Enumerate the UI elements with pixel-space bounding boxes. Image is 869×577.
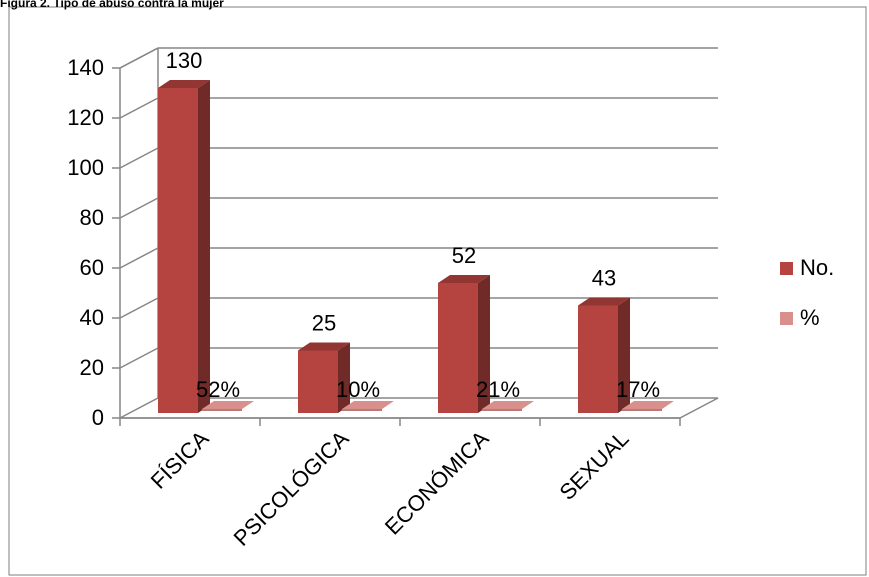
- gridline-side: [119, 197, 159, 219]
- data-label-no: 130: [166, 48, 203, 73]
- data-label-no: 25: [312, 311, 336, 336]
- legend-label: No.: [800, 255, 834, 280]
- y-tick-label: 100: [67, 155, 104, 180]
- bar-top: [438, 275, 490, 283]
- bar-pct-top: [622, 401, 674, 409]
- bar-pct: [482, 409, 522, 411]
- data-label-no: 43: [592, 266, 616, 291]
- y-tick-label: 0: [92, 405, 104, 430]
- bar-side: [338, 342, 350, 413]
- data-label-pct: 10%: [336, 377, 380, 402]
- gridline-side: [119, 247, 159, 269]
- bar-top: [158, 80, 210, 88]
- bar-side: [198, 80, 210, 413]
- bar-top: [298, 342, 350, 351]
- gridline-side: [119, 147, 159, 169]
- y-tick-label: 120: [67, 105, 104, 130]
- y-axis-top-edge: [119, 47, 159, 69]
- bar-pct-top: [482, 401, 534, 409]
- bar-no: [298, 350, 338, 413]
- data-label-no: 52: [452, 243, 476, 268]
- bar-side: [478, 275, 490, 413]
- bar-no: [438, 283, 478, 413]
- bar-pct: [342, 409, 382, 411]
- figure-caption: Figura 2. Tipo de abuso contra la mujer: [0, 0, 224, 10]
- y-tick-label: 80: [80, 205, 104, 230]
- bar-pct-top: [342, 401, 394, 409]
- y-tick-label: 20: [80, 355, 104, 380]
- gridline-side: [119, 97, 159, 119]
- y-tick-label: 40: [80, 305, 104, 330]
- legend: No.%: [780, 255, 834, 330]
- y-tick-label: 60: [80, 255, 104, 280]
- bar-no: [578, 305, 618, 413]
- bar-top: [578, 297, 630, 306]
- gridline-side: [119, 347, 159, 369]
- bar-no: [158, 88, 198, 413]
- bar-side: [618, 297, 630, 413]
- bar-pct: [622, 409, 662, 411]
- legend-swatch: [780, 312, 793, 325]
- y-tick-label: 140: [67, 55, 104, 80]
- legend-swatch: [780, 262, 793, 275]
- data-label-pct: 21%: [476, 377, 520, 402]
- legend-label: %: [800, 305, 820, 330]
- bars: [158, 80, 674, 413]
- data-label-pct: 17%: [616, 377, 660, 402]
- gridline-side: [119, 297, 159, 319]
- data-label-pct: 52%: [196, 377, 240, 402]
- data-labels: 130 52% 25 10% 52 21% 43 17%: [166, 48, 660, 402]
- bar-pct-top: [202, 401, 254, 409]
- bar-pct: [202, 409, 242, 411]
